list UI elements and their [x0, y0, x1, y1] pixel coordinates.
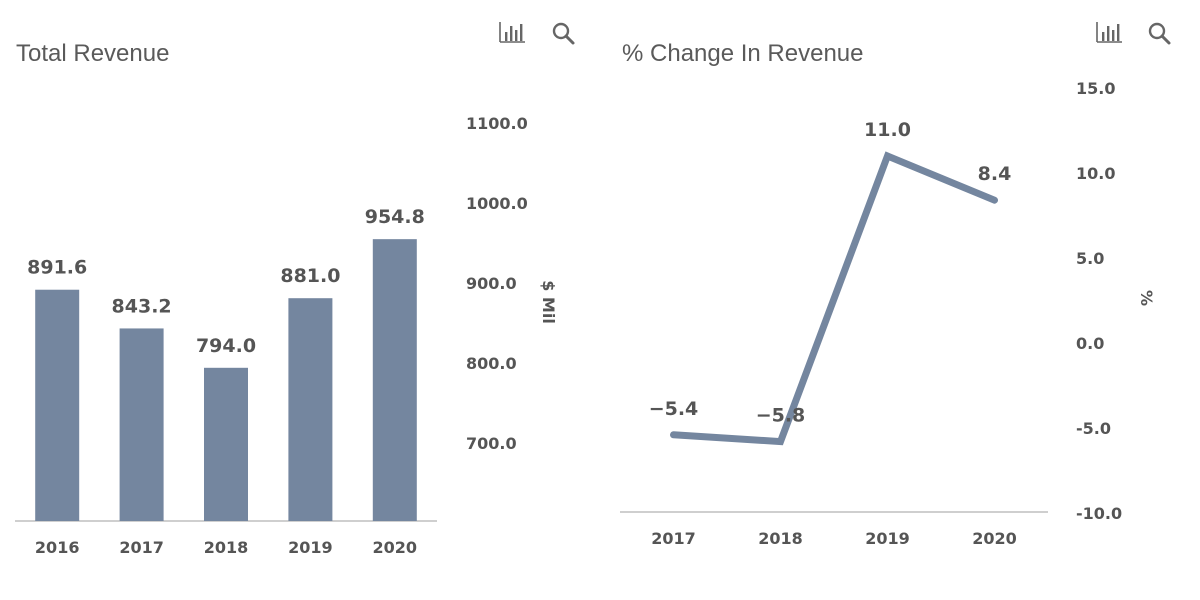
- bar: [372, 239, 417, 521]
- series-line: [670, 151, 998, 446]
- chart-title: % Change In Revenue: [622, 40, 864, 67]
- y-tick-label: 900.0: [466, 274, 517, 293]
- magnifier-icon[interactable]: [1146, 20, 1174, 46]
- data-label: −5.8: [756, 405, 806, 427]
- data-label: 794.0: [196, 335, 256, 357]
- y-axis-label: $ Mil: [539, 280, 558, 324]
- revenue-change-panel: % Change In Revenue −5.4 2017 −5.8 2018 11.0…: [600, 0, 1200, 600]
- data-label: 843.2: [112, 295, 172, 317]
- y-axis-label: %: [1137, 290, 1156, 306]
- y-tick-label: 1100.0: [466, 114, 528, 133]
- x-tick-label: 2020: [373, 538, 418, 557]
- y-tick-label: 700.0: [466, 434, 517, 453]
- chart-title: Total Revenue: [16, 40, 170, 67]
- bar: [119, 328, 164, 521]
- bar: [288, 298, 333, 521]
- y-tick-label: 5.0: [1076, 249, 1104, 268]
- x-tick-label: 2020: [972, 529, 1017, 548]
- y-tick-label: -5.0: [1076, 419, 1111, 438]
- x-tick-label: 2017: [119, 538, 164, 557]
- bar-chart-icon[interactable]: [498, 20, 526, 46]
- bar: [35, 289, 80, 521]
- bar-chart-icon[interactable]: [1095, 20, 1123, 46]
- data-label: 881.0: [280, 265, 340, 287]
- x-tick-label: 2018: [758, 529, 803, 548]
- data-label: −5.4: [649, 398, 699, 420]
- y-tick-label: -10.0: [1076, 504, 1122, 523]
- data-label: 11.0: [864, 119, 911, 141]
- x-tick-label: 2019: [865, 529, 910, 548]
- data-label: 8.4: [978, 163, 1012, 185]
- total-revenue-panel: Total Revenue 891.6 2016 843.2 2017 794.0 201…: [15, 20, 578, 557]
- revenue-change-line-chart: −5.4 2017 −5.8 2018 11.0 2019 8.4 2020 -10.0 -5.0…: [620, 79, 1156, 548]
- y-tick-label: 10.0: [1076, 164, 1115, 183]
- y-tick-label: 0.0: [1076, 334, 1104, 353]
- x-tick-label: 2017: [651, 529, 696, 548]
- y-tick-label: 15.0: [1076, 79, 1115, 98]
- y-tick-label: 800.0: [466, 354, 517, 373]
- data-label: 954.8: [365, 206, 425, 228]
- bar: [204, 367, 248, 521]
- total-revenue-bar-chart: 891.6 2016 843.2 2017 794.0 2018 881.0 2019 954.…: [15, 114, 558, 557]
- magnifier-icon[interactable]: [550, 20, 578, 46]
- data-label: 891.6: [27, 257, 87, 279]
- x-tick-label: 2018: [204, 538, 249, 557]
- y-tick-label: 1000.0: [466, 194, 528, 213]
- x-tick-label: 2016: [35, 538, 80, 557]
- x-tick-label: 2019: [288, 538, 333, 557]
